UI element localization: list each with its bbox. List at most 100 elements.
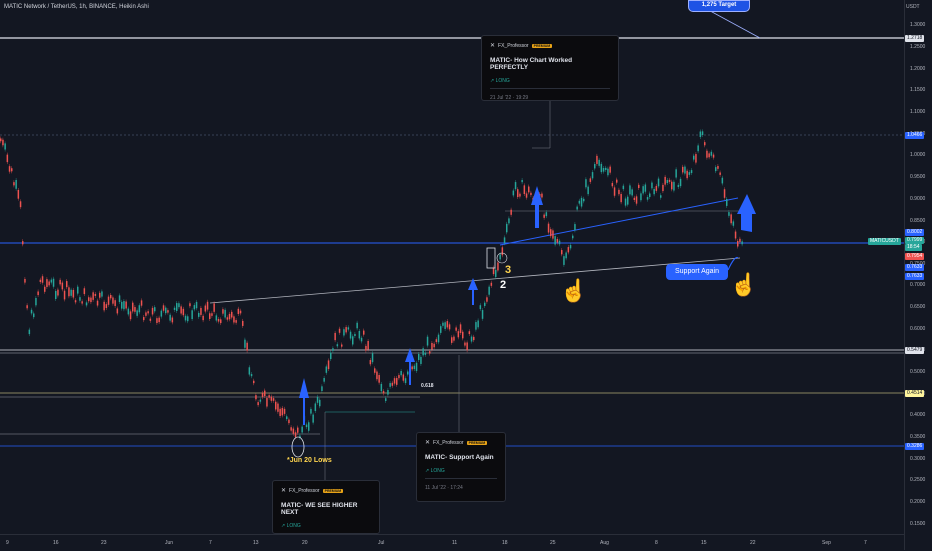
candle-body <box>228 313 231 320</box>
candle-body <box>484 302 486 306</box>
candlestick-series <box>0 129 743 440</box>
price-tag: 0.7999 <box>905 237 925 244</box>
candle-body <box>191 310 193 320</box>
candle-body <box>728 212 730 216</box>
candle-body <box>490 282 493 286</box>
candle-body <box>506 223 508 233</box>
candle-body <box>653 188 655 195</box>
candle-body <box>393 378 396 384</box>
candle-body <box>270 396 273 401</box>
candle-body <box>347 327 350 330</box>
candle-body <box>431 342 433 350</box>
candle-body <box>737 240 739 247</box>
candle-body <box>105 304 108 309</box>
candle-body <box>464 342 466 346</box>
price-tick: 0.9000 <box>910 196 926 202</box>
candle-body <box>110 295 112 299</box>
time-axis[interactable] <box>0 534 904 551</box>
candle-body <box>686 170 688 179</box>
time-tick: 20 <box>302 540 308 546</box>
candle-body <box>594 164 596 169</box>
candle-body <box>363 330 365 335</box>
candle-body <box>629 185 631 195</box>
candle-body <box>552 230 554 239</box>
candle-body <box>209 313 211 319</box>
candle-body <box>30 309 33 314</box>
candle-body <box>63 290 66 300</box>
candle-body <box>358 330 361 339</box>
price-chart[interactable] <box>0 0 904 534</box>
candle-body <box>695 154 697 163</box>
candle-body <box>569 245 572 249</box>
candle-body <box>217 318 220 322</box>
candle-body <box>448 324 451 330</box>
pointing-hand-icon: ☝ <box>560 278 588 303</box>
candle-body <box>70 289 72 296</box>
candle-body <box>277 403 279 412</box>
candle-body <box>503 237 506 244</box>
candle-body <box>376 371 378 380</box>
time-tick: Sep <box>822 540 831 546</box>
card-title[interactable]: MATIC- WE SEE HIGHER NEXT <box>281 502 358 516</box>
candle-body <box>642 186 644 194</box>
time-tick: 18 <box>502 540 508 546</box>
price-tick: 0.4000 <box>910 412 926 418</box>
candle-body <box>433 343 435 348</box>
card-title[interactable]: MATIC- Support Again <box>425 454 494 461</box>
candle-body <box>613 187 616 196</box>
candle-body <box>517 189 519 198</box>
candle-body <box>360 337 363 342</box>
price-tag: 0.5479 <box>905 347 925 354</box>
idea-card-support-again[interactable]: ✕ FX_Professor PREMIUM MATIC- Support Agai… <box>416 432 506 502</box>
candle-body <box>501 247 504 256</box>
candle-body <box>739 238 741 243</box>
support-again-callout[interactable]: Support Again <box>666 264 728 280</box>
candle-body <box>0 138 2 142</box>
card-title[interactable]: MATIC- How Chart Worked PERFECTLY <box>490 57 573 71</box>
candle-body <box>530 192 532 196</box>
candle-body <box>81 301 83 304</box>
candle-body <box>415 362 418 371</box>
candle-body <box>688 172 691 175</box>
idea-card-chart-worked[interactable]: ✕ FX_Professor PREMIUM MATIC- How Chart Wo… <box>481 35 619 101</box>
candle-body <box>596 155 598 164</box>
candle-body <box>723 189 726 198</box>
candle-body <box>457 331 460 338</box>
candle-body <box>220 319 222 324</box>
candle-body <box>140 300 143 306</box>
candle-body <box>578 200 581 204</box>
time-tick: 16 <box>53 540 59 546</box>
time-tick: 11 <box>452 540 458 546</box>
candle-body <box>244 339 246 348</box>
candle-body <box>4 143 6 150</box>
candle-body <box>17 189 20 199</box>
target-callout[interactable]: 1,275 Target <box>688 0 750 12</box>
price-tag: 1.2718 <box>905 35 925 42</box>
candle-body <box>268 395 270 398</box>
candle-body <box>349 331 352 339</box>
candle-body <box>308 422 310 431</box>
candle-body <box>94 293 97 296</box>
candle-body <box>330 352 332 360</box>
idea-card-higher-next[interactable]: ✕ FX_Professor PREMIUM MATIC- WE SEE HIGHE… <box>272 480 380 534</box>
candle-body <box>600 163 603 173</box>
card-author: FX_Professor <box>498 42 529 49</box>
candle-body <box>283 408 286 414</box>
candle-body <box>92 292 94 300</box>
time-tick: Aug <box>600 540 609 546</box>
price-tick: 0.6000 <box>910 326 926 332</box>
candle-body <box>314 403 317 411</box>
candle-body <box>332 348 334 351</box>
candle-body <box>327 360 330 370</box>
candle-body <box>264 390 266 397</box>
candle-body <box>369 360 372 365</box>
candle-body <box>341 344 343 347</box>
candle-body <box>354 333 356 337</box>
candle-body <box>396 378 398 385</box>
candle-body <box>224 309 226 318</box>
candle-body <box>459 324 462 333</box>
candle-body <box>400 370 402 376</box>
candle-body <box>712 154 715 158</box>
candle-body <box>310 408 312 414</box>
price-tick: 0.3000 <box>910 456 926 462</box>
